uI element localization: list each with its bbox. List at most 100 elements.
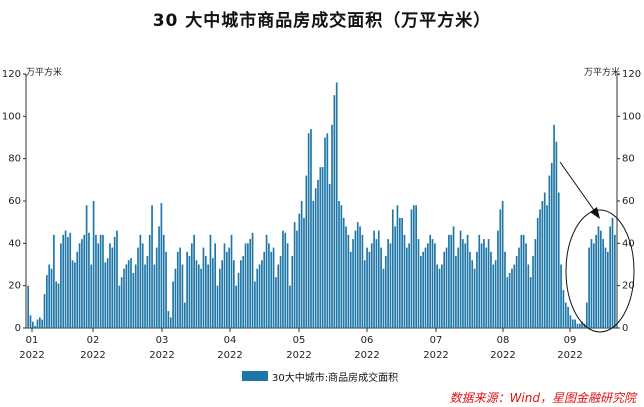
bar (127, 260, 130, 328)
legend: 30大中城市:商品房成交面积 (242, 369, 399, 384)
bar (590, 239, 593, 328)
bar (111, 247, 114, 328)
bar (277, 264, 280, 328)
bar (613, 234, 616, 328)
bar (130, 258, 132, 328)
bar (347, 234, 350, 328)
x-tick-year: 2022 (423, 350, 448, 361)
x-tick-year: 2022 (557, 350, 582, 361)
x-tick-year: 2022 (354, 350, 379, 361)
bar (473, 268, 476, 328)
bar (286, 243, 289, 328)
bar (522, 234, 525, 328)
bar (585, 302, 588, 328)
x-tick-month: 09 (564, 335, 577, 346)
bar (204, 256, 207, 328)
bar (359, 226, 361, 328)
bar (263, 251, 266, 328)
bar (214, 243, 216, 328)
bar (88, 232, 90, 328)
bar (441, 264, 443, 328)
x-tick-year: 2022 (19, 350, 44, 361)
bar (146, 256, 149, 328)
bar (604, 247, 607, 328)
bar (254, 281, 256, 328)
bar (394, 226, 396, 328)
bar (99, 234, 102, 328)
bar (186, 251, 188, 328)
bar (375, 239, 378, 328)
bar (153, 264, 156, 328)
bar (207, 264, 209, 328)
x-tick-year: 2022 (149, 350, 174, 361)
x-tick-year: 2022 (80, 350, 105, 361)
bar (109, 243, 111, 328)
bar (242, 256, 245, 328)
left-tick-label: 80 (8, 154, 21, 165)
bar (300, 201, 303, 328)
bar (71, 260, 74, 328)
bar (144, 264, 146, 328)
bar (60, 243, 62, 328)
bar (289, 285, 291, 328)
bar (43, 294, 46, 328)
bar (450, 234, 453, 328)
right-tick-label: 120 (622, 69, 641, 80)
bar (81, 239, 83, 328)
bar (284, 232, 287, 328)
bar (102, 234, 104, 328)
bar (335, 82, 338, 328)
bar (525, 243, 527, 328)
bar (560, 264, 562, 328)
bar (53, 234, 55, 328)
bar (261, 260, 263, 328)
bar (466, 234, 469, 328)
source-note: 数据来源：Wind，星图金融研究院 (449, 391, 636, 405)
bar (132, 272, 135, 328)
bar (305, 175, 308, 328)
bar (268, 243, 270, 328)
bar (443, 251, 446, 328)
bar (113, 236, 116, 328)
bar (183, 302, 186, 328)
bar (550, 162, 553, 328)
bar (434, 243, 436, 328)
bar (62, 234, 65, 328)
bar (506, 277, 509, 328)
bar (64, 230, 67, 328)
bar (606, 251, 609, 328)
bar (39, 317, 41, 328)
right-tick-label: 60 (622, 196, 635, 207)
bar (48, 264, 51, 328)
bar (490, 251, 492, 328)
bar (497, 230, 499, 328)
left-tick-label: 0 (15, 323, 21, 334)
bar (291, 256, 294, 328)
bar (179, 247, 181, 328)
bar (569, 315, 572, 328)
right-tick-label: 20 (622, 281, 635, 292)
bar (368, 251, 371, 328)
bar (445, 247, 448, 328)
bar (50, 268, 53, 328)
bar (455, 256, 457, 328)
x-tick-month: 08 (497, 335, 510, 346)
left-tick-label: 20 (8, 281, 21, 292)
bar (160, 203, 163, 328)
bar (162, 234, 165, 328)
bar (373, 230, 375, 328)
legend-label: 30大中城市:商品房成交面积 (272, 372, 399, 384)
bar (46, 275, 48, 328)
bar (148, 234, 151, 328)
bar (380, 247, 382, 328)
x-tick-year: 2022 (286, 350, 311, 361)
bar (216, 285, 219, 328)
bar (296, 230, 298, 328)
bar (419, 256, 422, 328)
bar (543, 192, 546, 328)
bar (312, 201, 315, 328)
bar (483, 239, 485, 328)
bar (158, 226, 160, 328)
bar (513, 264, 516, 328)
